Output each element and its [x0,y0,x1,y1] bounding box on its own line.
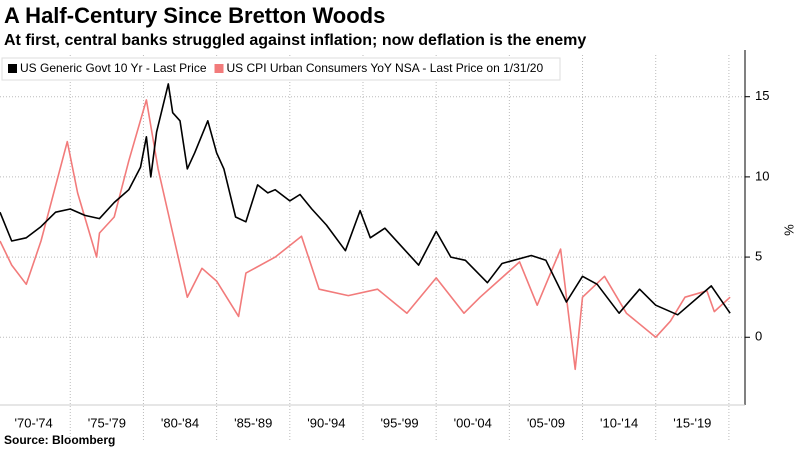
x-tick-label: '05-'09 [527,415,565,430]
chart-subtitle: At first, central banks struggled agains… [4,32,586,49]
plot-area [0,50,745,400]
legend-label: US CPI Urban Consumers YoY NSA - Last Pr… [227,61,544,75]
y-tick-label: 10 [755,168,769,183]
y-tick-label: 0 [755,329,762,344]
y-tick-label: 5 [755,249,762,264]
x-tick-label: '75-'79 [88,415,126,430]
x-tick-label: '70-'74 [15,415,53,430]
y-tick-label: 15 [755,88,769,103]
x-tick-label: '10-'14 [600,415,638,430]
source: Source: Bloomberg [4,433,115,447]
x-tick-label: '15-'19 [673,415,711,430]
legend-swatch [214,64,224,73]
legend-box [1,57,561,81]
legend-swatch [8,64,17,73]
chart-title: A Half-Century Since Bretton Woods [4,3,385,28]
x-tick-label: '90-'94 [307,415,345,430]
x-tick-label: '80-'84 [161,415,199,430]
line-series [0,83,731,316]
legend-label: US Generic Govt 10 Yr - Last Price [20,61,207,75]
x-tick-label: '00-'04 [454,415,492,430]
line-series [0,99,731,371]
y-axis-label: % [782,224,797,236]
x-tick-label: '85-'89 [234,415,272,430]
x-tick-label: '95-'99 [380,415,418,430]
